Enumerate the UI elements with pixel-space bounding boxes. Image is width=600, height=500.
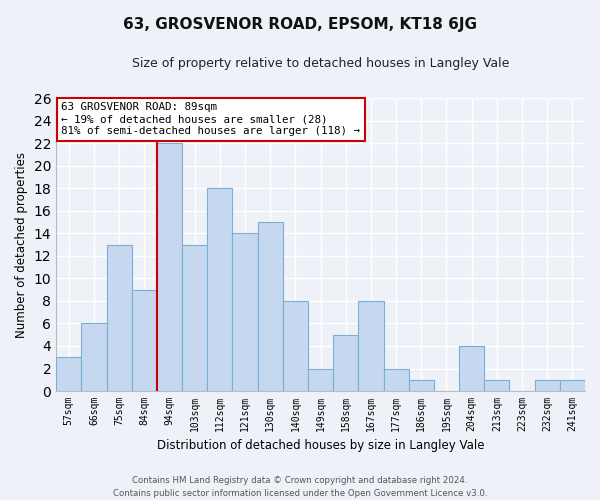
Text: 63, GROSVENOR ROAD, EPSOM, KT18 6JG: 63, GROSVENOR ROAD, EPSOM, KT18 6JG xyxy=(123,18,477,32)
Bar xyxy=(459,346,484,391)
Bar xyxy=(358,301,383,391)
Text: 63 GROSVENOR ROAD: 89sqm
← 19% of detached houses are smaller (28)
81% of semi-d: 63 GROSVENOR ROAD: 89sqm ← 19% of detach… xyxy=(61,102,361,136)
Bar xyxy=(560,380,585,391)
Bar xyxy=(157,143,182,391)
Bar xyxy=(383,368,409,391)
Bar xyxy=(535,380,560,391)
Text: Contains HM Land Registry data © Crown copyright and database right 2024.
Contai: Contains HM Land Registry data © Crown c… xyxy=(113,476,487,498)
Bar xyxy=(333,334,358,391)
Bar xyxy=(409,380,434,391)
Bar xyxy=(82,324,107,391)
Title: Size of property relative to detached houses in Langley Vale: Size of property relative to detached ho… xyxy=(132,58,509,70)
Bar xyxy=(308,368,333,391)
Bar xyxy=(182,244,207,391)
Bar xyxy=(283,301,308,391)
Y-axis label: Number of detached properties: Number of detached properties xyxy=(15,152,28,338)
Bar xyxy=(484,380,509,391)
Bar xyxy=(232,234,257,391)
Bar xyxy=(107,244,132,391)
Bar xyxy=(257,222,283,391)
Bar xyxy=(132,290,157,391)
Bar xyxy=(207,188,232,391)
Bar xyxy=(56,357,82,391)
X-axis label: Distribution of detached houses by size in Langley Vale: Distribution of detached houses by size … xyxy=(157,440,484,452)
